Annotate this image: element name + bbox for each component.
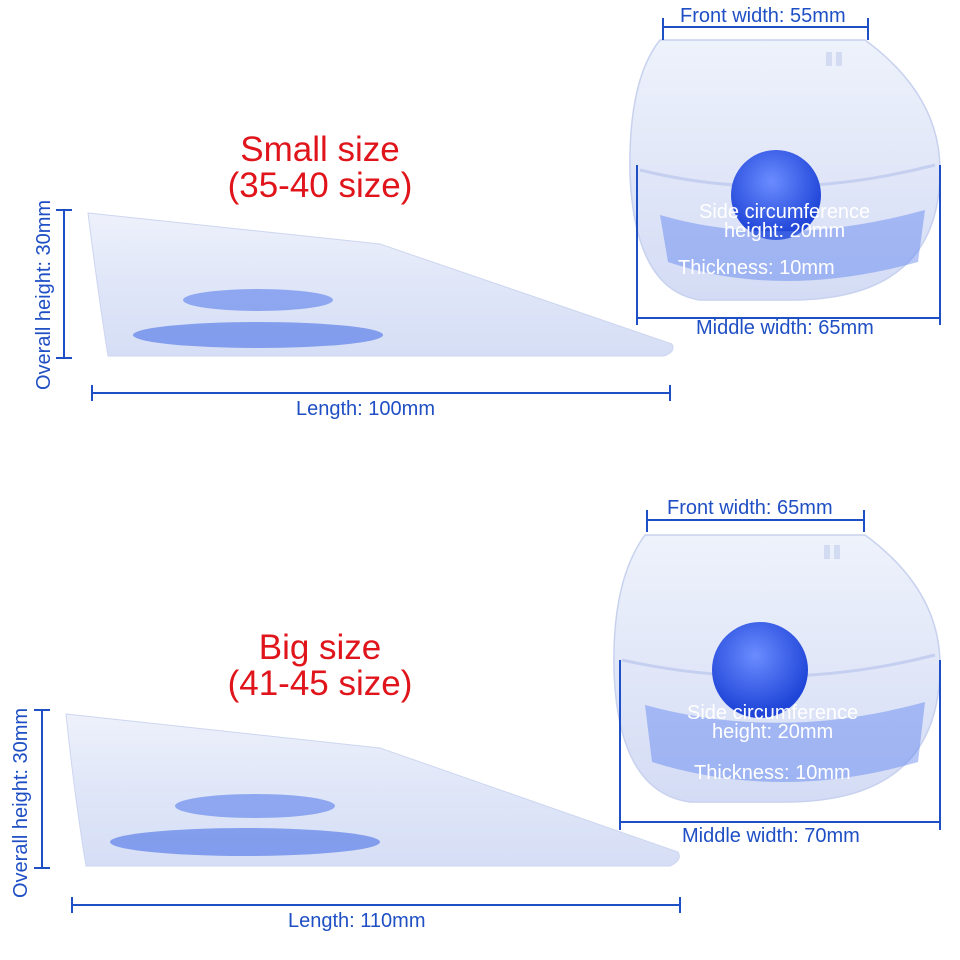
gel-pad-lower	[110, 828, 380, 856]
size-title: Small size (35-40 size)	[220, 132, 420, 204]
heel-wedge-small	[87, 212, 674, 357]
length-bracket	[71, 897, 681, 913]
gel-ball	[731, 150, 821, 240]
middle-width-label: Middle width: 65mm	[696, 317, 874, 339]
side-circumference-line1: Side circumference	[687, 702, 859, 724]
size-title-line2: (41-45 size)	[227, 664, 413, 703]
size-title-line1: Small size	[240, 130, 400, 169]
front-width-label: Front width: 65mm	[667, 497, 833, 519]
height-bracket	[34, 709, 50, 869]
side-circumference-line2: height: 20mm	[712, 721, 834, 743]
small-size-section: Small size (35-40 size) Overall height: …	[33, 5, 941, 420]
gel-pad-lower	[133, 322, 383, 348]
front-width-bracket	[662, 18, 869, 40]
small-size-illustration	[56, 18, 941, 401]
gel-pad-upper	[183, 289, 333, 311]
length-bracket	[91, 385, 671, 401]
size-title: Big size (41-45 size)	[220, 630, 420, 702]
length-label: Length: 110mm	[288, 910, 426, 932]
middle-width-label: Middle width: 70mm	[682, 825, 860, 847]
thickness-label: Thickness: 10mm	[678, 257, 835, 279]
gel-pad-upper	[175, 794, 335, 818]
middle-width-bracket	[619, 660, 941, 830]
side-circumference-line2: height: 20mm	[724, 220, 846, 242]
side-circumference-line1: Side circumference	[699, 201, 871, 223]
overall-height-label: Overall height: 30mm	[10, 707, 32, 898]
front-width-label: Front width: 55mm	[680, 5, 846, 27]
heel-wedge-big	[65, 713, 680, 867]
big-size-illustration	[34, 510, 941, 913]
middle-width-bracket	[636, 165, 941, 325]
heel-cup-big	[613, 534, 941, 803]
gel-ball	[712, 622, 808, 718]
size-title-line2: (35-40 size)	[227, 166, 413, 205]
heel-cup-small	[629, 39, 941, 301]
big-size-section: Big size (41-45 size) Overall height: 30…	[0, 480, 960, 960]
front-width-bracket	[646, 510, 865, 532]
side-circumference-label: Side circumference height: 20mm	[687, 702, 859, 743]
height-bracket	[56, 209, 72, 359]
size-title-line1: Big size	[258, 628, 382, 667]
thickness-label: Thickness: 10mm	[694, 762, 851, 784]
overall-height-label: Overall height: 30mm	[33, 199, 55, 390]
length-label: Length: 100mm	[296, 398, 435, 420]
side-circumference-label: Side circumference height: 20mm	[699, 201, 871, 242]
